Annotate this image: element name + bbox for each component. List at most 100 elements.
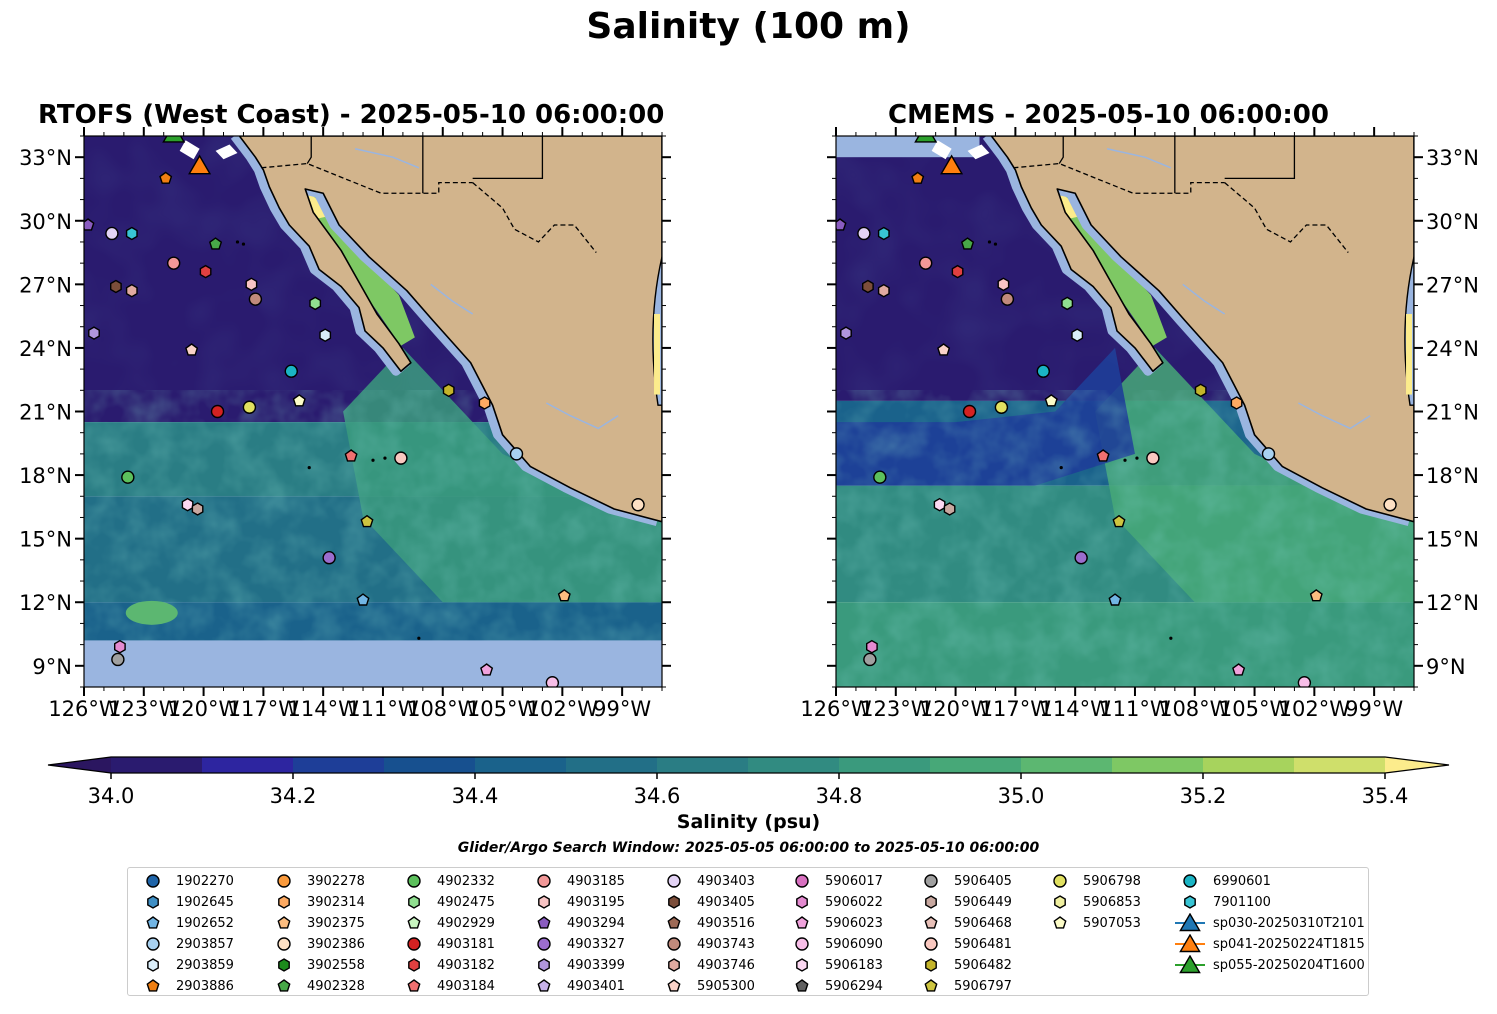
circle-marker-icon <box>795 874 809 888</box>
legend-marker <box>667 937 681 951</box>
x-tick-label: 102°W <box>1279 697 1351 721</box>
float-marker-sp055-20250204T1600 <box>162 136 186 143</box>
legend-entry-label: 2903859 <box>176 957 234 973</box>
colorbar-tick-label: 35.0 <box>998 784 1045 808</box>
state-border <box>261 162 473 194</box>
legend-entry-label: 1902270 <box>176 873 234 889</box>
pentagon-marker-icon <box>795 916 809 929</box>
legend-entry: 2903859 <box>138 955 234 975</box>
x-tick-label: 111°W <box>1099 697 1171 721</box>
float-marker-4902328 <box>960 237 975 250</box>
legend-entry-label: 4902929 <box>437 915 495 931</box>
legend-entry: 4903195 <box>529 892 625 912</box>
legend-marker <box>795 916 809 929</box>
legend-entry: 4903182 <box>399 955 495 975</box>
glider-track <box>215 144 238 160</box>
hexagon-marker-icon <box>278 895 290 909</box>
legend-marker <box>407 916 421 929</box>
pentagon-marker-icon <box>795 979 809 992</box>
legend-entry-label: 4903182 <box>437 957 495 973</box>
float-marker-4903405 <box>109 279 122 294</box>
legend-entry: 4903405 <box>659 892 755 912</box>
colorbar-label: Salinity (psu) <box>676 811 821 833</box>
island <box>371 458 375 462</box>
legend-marker <box>146 979 160 992</box>
legend-entry: 5906482 <box>916 955 1012 975</box>
legend-marker <box>277 979 291 992</box>
y-tick-label: 30°N <box>1426 210 1479 234</box>
float-marker-1902652 <box>1108 593 1122 606</box>
legend-entry-label: 4903746 <box>697 957 755 973</box>
circle-marker-icon <box>277 874 291 888</box>
x-tick-label: 102°W <box>527 697 599 721</box>
legend-entry: 5906017 <box>787 871 883 891</box>
hexagon-marker-icon <box>408 895 420 909</box>
legend-marker <box>407 874 421 888</box>
float-marker-4903195 <box>245 277 258 292</box>
legend-entry: 1902652 <box>138 913 234 933</box>
legend-marker <box>408 895 420 909</box>
island <box>1135 456 1139 460</box>
legend-marker <box>537 916 551 929</box>
hexagon-marker-icon <box>925 895 937 909</box>
circle-marker-icon <box>1053 874 1067 888</box>
float-marker-6990601 <box>1036 364 1050 378</box>
legend-entry-label: 5906853 <box>1083 894 1141 910</box>
colorbar-segment <box>930 757 1022 773</box>
legend-marker <box>147 958 159 972</box>
float-marker-5906022 <box>866 639 878 654</box>
colorbar-segment <box>657 757 749 773</box>
pentagon-marker-icon <box>924 916 938 929</box>
legend-marker <box>1179 934 1201 953</box>
salinity-colorbar: 34.0 34.2 34.4 34.6 34.8 35.0 35.2 35.4 <box>47 756 1450 808</box>
legend-marker <box>146 874 160 888</box>
x-tick-label: 99°W <box>1345 697 1403 721</box>
legend-marker <box>538 958 550 972</box>
legend-entry-label: 5907053 <box>1083 915 1141 931</box>
legend-marker <box>795 937 809 951</box>
right-panel-title: CMEMS - 2025-05-10 06:00:00 <box>888 100 1329 130</box>
x-tick-label: 111°W <box>347 697 419 721</box>
y-tick-label: 15°N <box>19 528 72 552</box>
river <box>1298 402 1371 430</box>
y-tick-label: 9°N <box>1426 655 1466 679</box>
legend-entry-label: 4903403 <box>697 873 755 889</box>
pentagon-marker-icon <box>407 916 421 929</box>
float-marker-2903886 <box>911 171 925 184</box>
float-marker-5906023 <box>480 663 494 676</box>
legend-marker <box>537 874 551 888</box>
legend-marker <box>796 895 808 909</box>
float-marker-5906798 <box>994 400 1009 414</box>
colorbar-tick-label: 34.2 <box>270 784 317 808</box>
hexagon-marker-icon <box>278 958 290 972</box>
state-border <box>1013 162 1225 194</box>
legend-marker <box>407 979 421 992</box>
float-marker-4903185 <box>166 256 181 270</box>
x-tick-label: 120°W <box>168 697 240 721</box>
float-marker-4902328 <box>208 237 223 250</box>
river <box>546 402 619 430</box>
pentagon-marker-icon <box>667 979 681 992</box>
legend-marker <box>147 895 159 909</box>
y-tick-label: 18°N <box>19 464 72 488</box>
legend-marker <box>667 916 681 929</box>
float-marker-4903403 <box>857 226 871 241</box>
cmems-map-panel: 126°W123°W120°W117°W114°W111°W108°W105°W… <box>800 127 1479 721</box>
float-marker-5906449 <box>191 502 204 516</box>
legend-entry-label: 5906481 <box>954 936 1012 952</box>
legend-entry: 5906405 <box>916 871 1012 891</box>
y-tick-label: 21°N <box>1426 401 1479 425</box>
legend-entry: 4903185 <box>529 871 625 891</box>
legend-entry: 4903184 <box>399 976 495 996</box>
legend-entry-label: 2903886 <box>176 978 234 994</box>
pentagon-marker-icon <box>146 979 160 992</box>
state-border <box>306 136 312 164</box>
island <box>1123 458 1127 462</box>
colorbar-tick-label: 34.4 <box>452 784 499 808</box>
circle-marker-icon <box>277 937 291 951</box>
y-tick-label: 33°N <box>19 146 72 170</box>
float-marker-4903181 <box>210 404 225 419</box>
legend-entry: 5906090 <box>787 934 883 954</box>
y-tick-label: 15°N <box>1426 528 1479 552</box>
legend-entry-label: 4903327 <box>567 936 625 952</box>
